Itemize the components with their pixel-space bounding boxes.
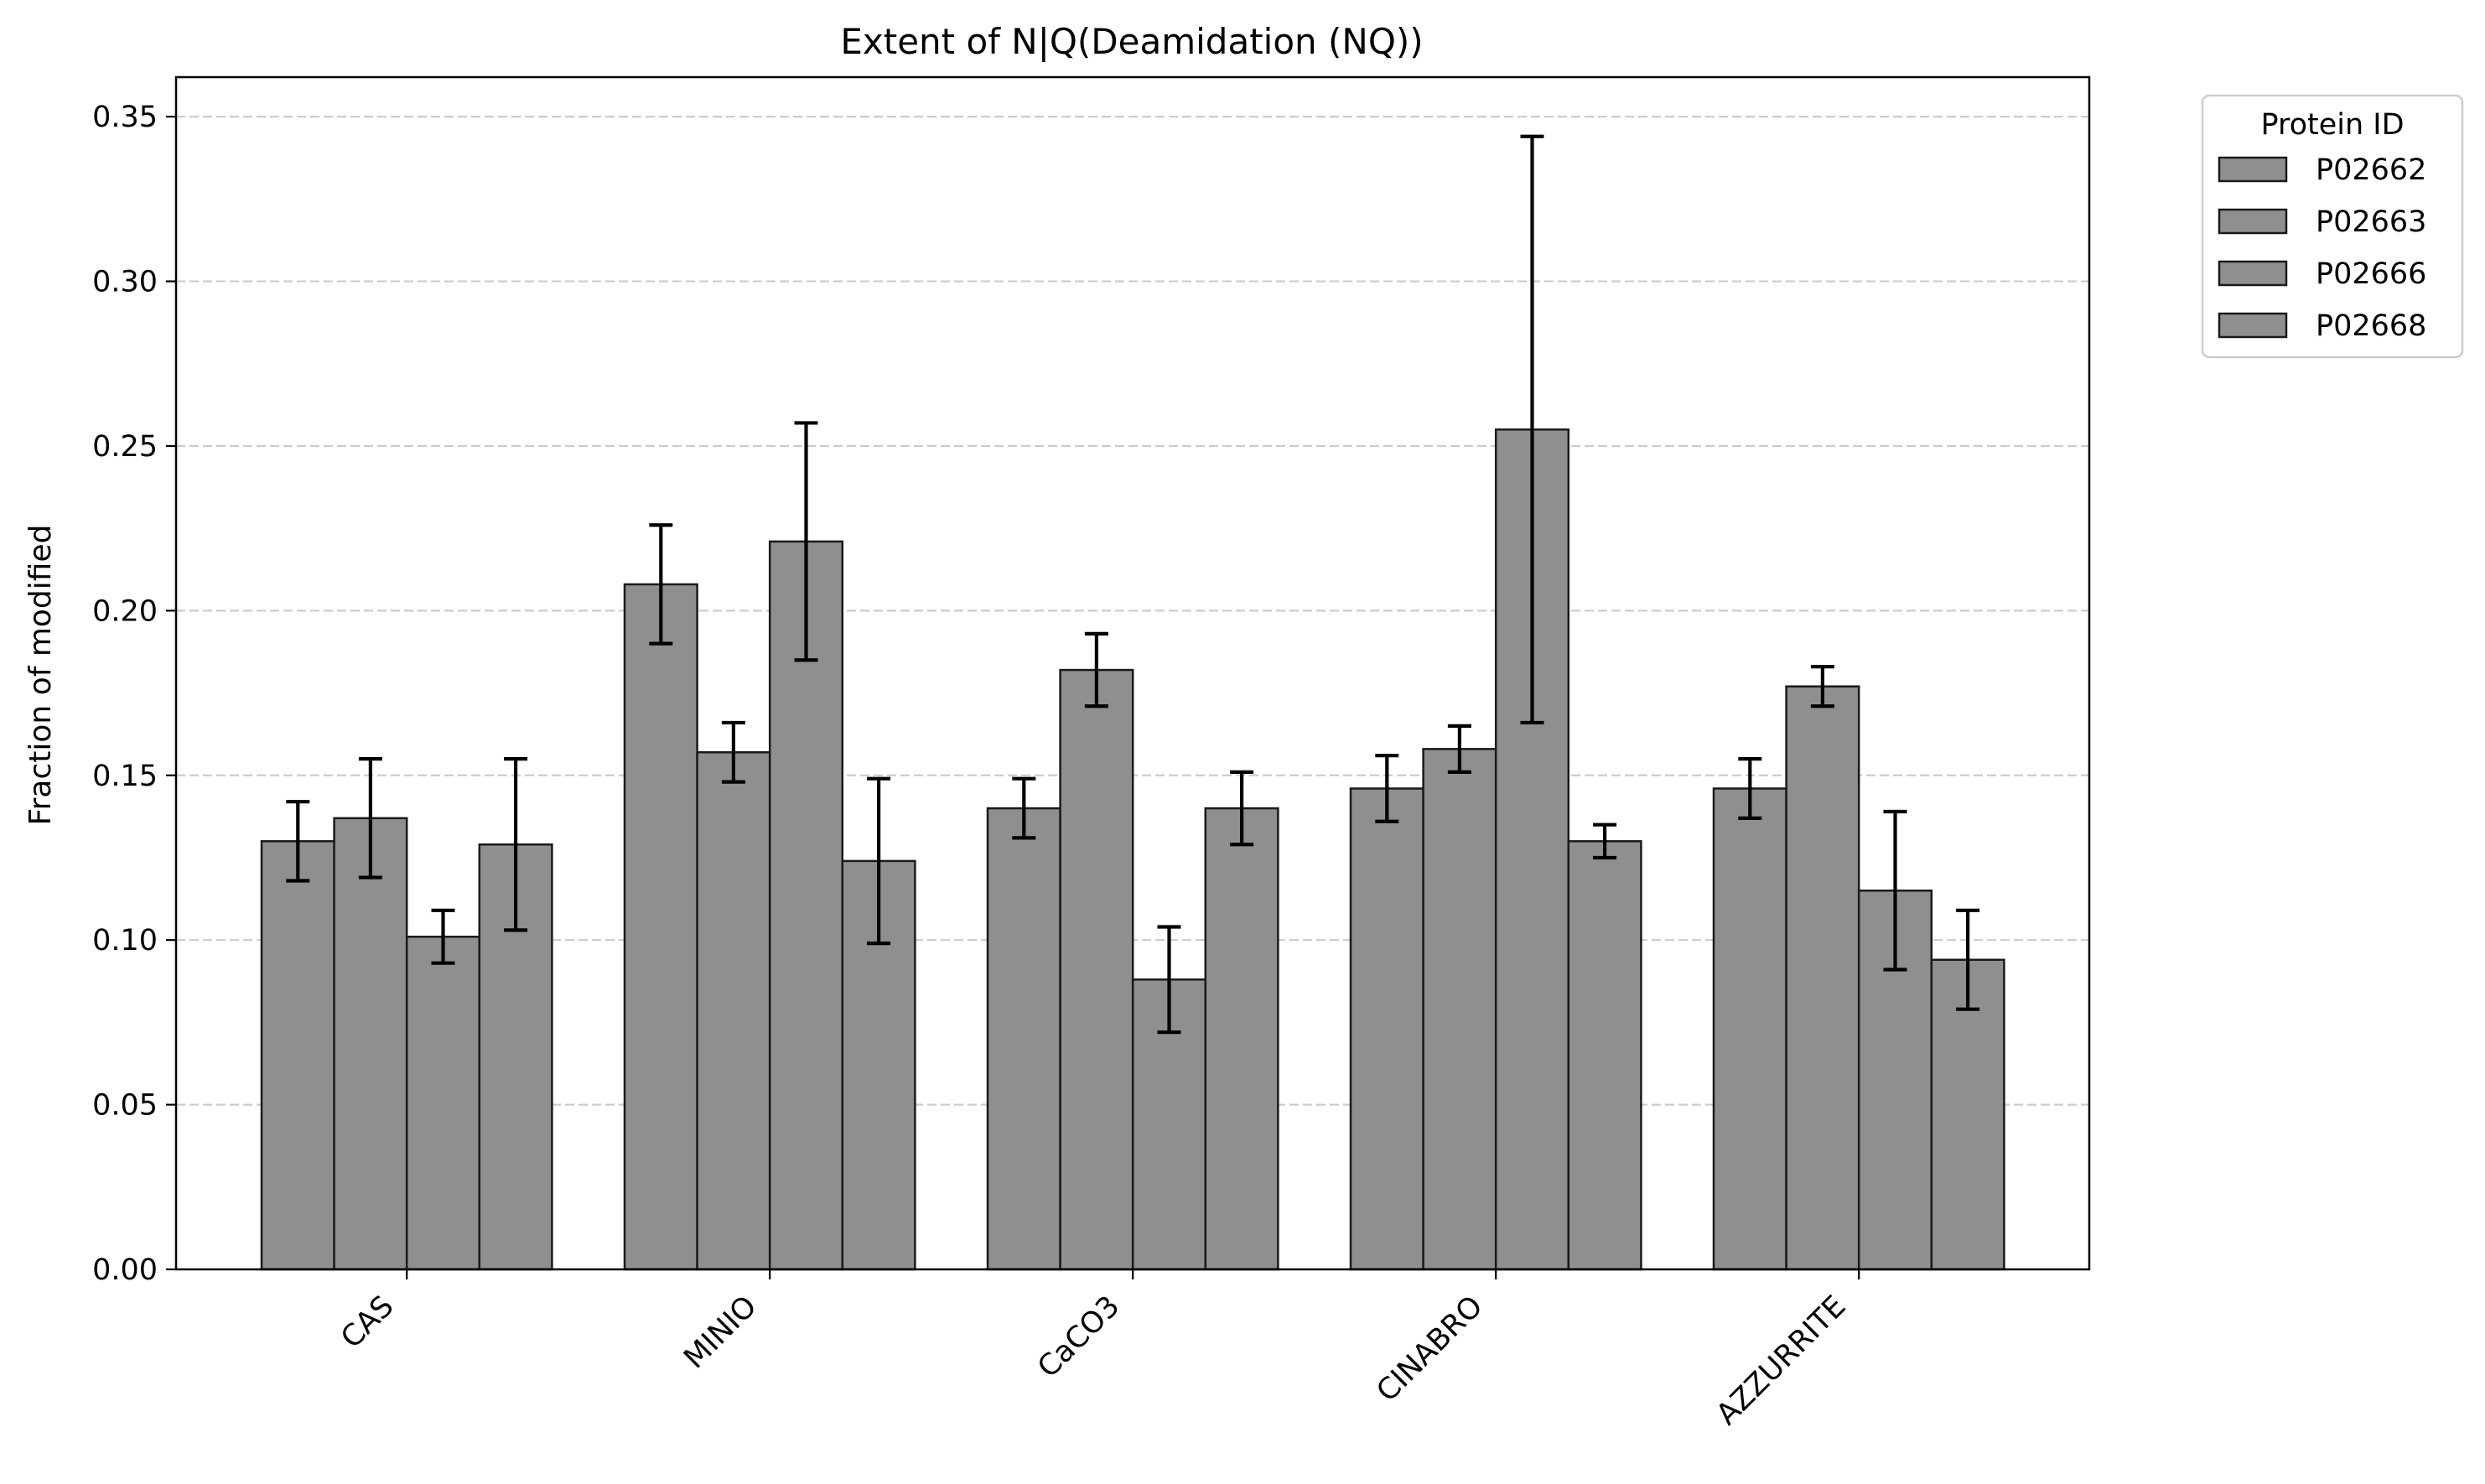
legend-label: P02666 — [2316, 257, 2426, 291]
x-tick-label: CINABRO — [1371, 1289, 1490, 1409]
bar-cas-p02663 — [335, 818, 407, 1269]
y-tick-label: 0.30 — [92, 266, 158, 299]
x-tick-label: MINIO — [677, 1289, 763, 1375]
x-tick-label: AZZURRITE — [1710, 1289, 1853, 1432]
bar-azzurrite-p02662 — [1714, 788, 1787, 1269]
y-tick-label: 0.35 — [92, 101, 158, 134]
legend-title: Protein ID — [2260, 108, 2404, 142]
bar-cas-p02666 — [407, 937, 480, 1269]
y-tick-label: 0.05 — [92, 1089, 158, 1123]
legend-swatch — [2219, 262, 2286, 285]
bar-caco3-p02668 — [1206, 808, 1279, 1269]
bar-cinabro-p02668 — [1569, 841, 1642, 1269]
x-tick-label: CAS — [335, 1289, 400, 1355]
legend-swatch — [2219, 314, 2286, 337]
legend-label: P02663 — [2316, 205, 2426, 239]
legend-label: P02668 — [2316, 309, 2426, 343]
y-axis-label: Fraction of modified — [23, 525, 58, 826]
bar-minio-p02662 — [625, 584, 698, 1269]
y-tick-label: 0.10 — [92, 924, 158, 957]
bars — [262, 429, 2004, 1269]
bar-minio-p02663 — [698, 752, 770, 1269]
y-tick-label: 0.15 — [92, 760, 158, 793]
bar-caco3-p02663 — [1061, 670, 1134, 1269]
legend-label: P02662 — [2316, 153, 2426, 187]
legend-swatch — [2219, 158, 2286, 181]
y-axis: 0.00 0.05 0.10 0.15 0.20 0.25 0.30 0.35 — [92, 101, 176, 1287]
y-tick-label: 0.25 — [92, 430, 158, 464]
y-tick-label: 0.00 — [92, 1253, 158, 1287]
bar-azzurrite-p02663 — [1787, 687, 1860, 1269]
bar-caco3-p02662 — [988, 808, 1061, 1269]
y-tick-label: 0.20 — [92, 594, 158, 628]
bar-cas-p02662 — [262, 841, 335, 1269]
x-tick-label: CaCO3 — [1031, 1289, 1126, 1384]
bar-cinabro-p02663 — [1424, 749, 1497, 1269]
chart-title: Extent of N|Q(Deamidation (NQ)) — [840, 21, 1423, 62]
legend-swatch — [2219, 210, 2286, 233]
bar-cinabro-p02662 — [1351, 788, 1424, 1269]
x-axis: CAS MINIO CaCO3 CINABRO AZZURRITE — [335, 1269, 1859, 1432]
legend: Protein ID P02662 P02663 P02666 P02668 — [2202, 96, 2462, 357]
